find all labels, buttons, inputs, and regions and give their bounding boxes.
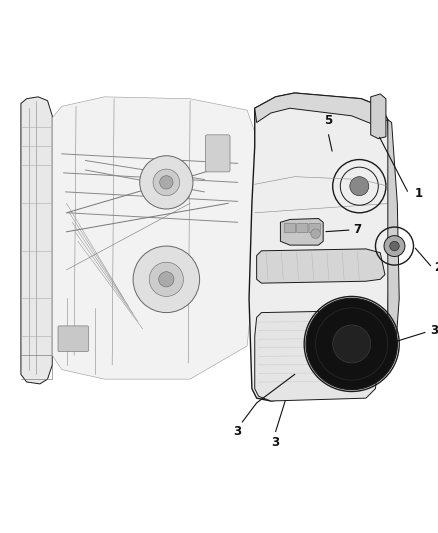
Text: 3: 3 <box>431 324 438 337</box>
Polygon shape <box>257 249 385 283</box>
FancyBboxPatch shape <box>284 223 296 233</box>
Text: 1: 1 <box>414 187 423 200</box>
Circle shape <box>384 236 405 256</box>
Circle shape <box>350 176 369 196</box>
Polygon shape <box>280 219 323 245</box>
FancyBboxPatch shape <box>58 326 88 352</box>
Polygon shape <box>249 93 392 401</box>
Polygon shape <box>21 97 52 384</box>
Text: 3: 3 <box>233 425 242 438</box>
Circle shape <box>311 229 320 238</box>
Text: 2: 2 <box>434 261 438 274</box>
Circle shape <box>160 176 173 189</box>
FancyBboxPatch shape <box>297 223 308 233</box>
FancyBboxPatch shape <box>205 135 230 172</box>
Circle shape <box>149 262 184 296</box>
Polygon shape <box>52 97 255 379</box>
Polygon shape <box>388 119 399 356</box>
Circle shape <box>159 272 174 287</box>
FancyBboxPatch shape <box>309 223 320 233</box>
Text: 7: 7 <box>353 223 362 237</box>
Polygon shape <box>371 94 386 139</box>
Polygon shape <box>255 93 388 125</box>
Circle shape <box>333 325 371 363</box>
Circle shape <box>140 156 193 209</box>
Polygon shape <box>255 311 380 401</box>
Circle shape <box>153 169 180 196</box>
Circle shape <box>133 246 200 312</box>
Circle shape <box>306 298 397 390</box>
Circle shape <box>390 241 399 251</box>
Text: 5: 5 <box>324 114 332 127</box>
Text: 3: 3 <box>272 436 280 449</box>
